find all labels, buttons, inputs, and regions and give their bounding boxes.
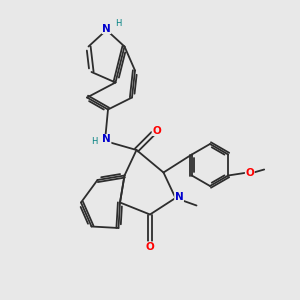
Text: O: O [146, 242, 154, 252]
Text: O: O [152, 125, 161, 136]
Text: O: O [245, 167, 254, 178]
Text: N: N [175, 191, 184, 202]
Text: H: H [91, 136, 98, 146]
Text: N: N [102, 134, 111, 145]
Text: H: H [115, 19, 121, 28]
Text: N: N [102, 23, 111, 34]
